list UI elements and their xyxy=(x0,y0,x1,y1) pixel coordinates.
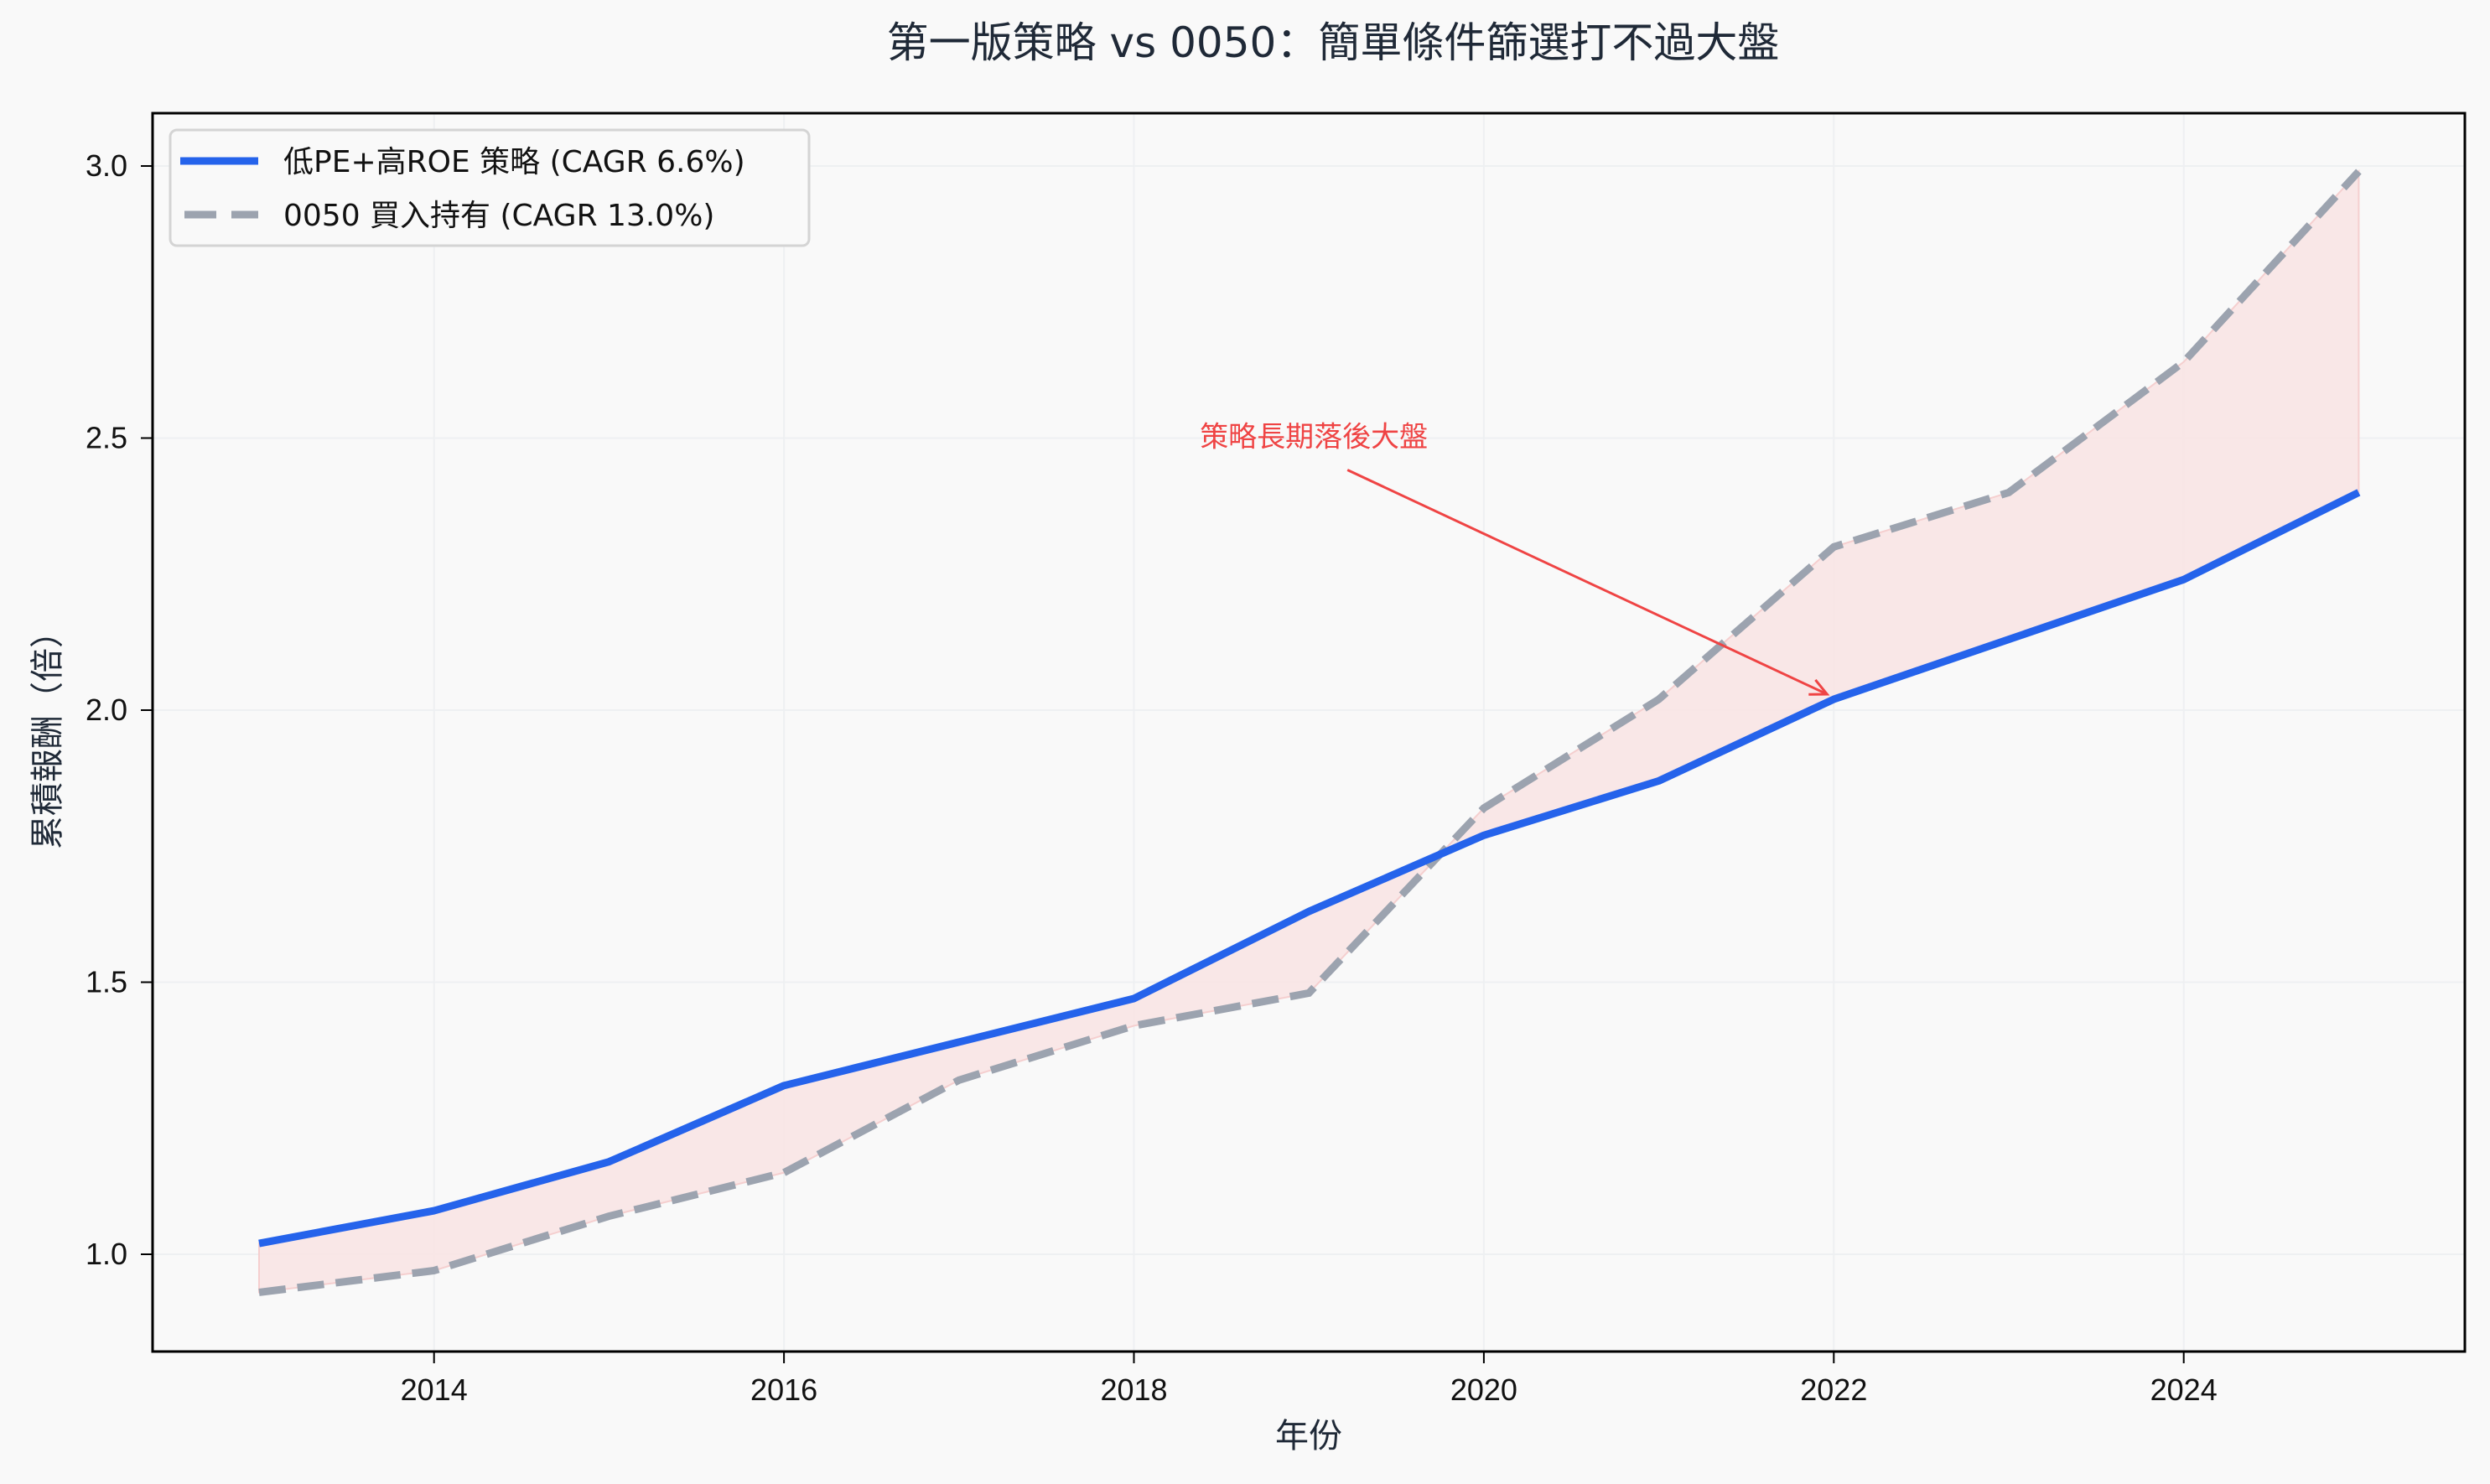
annotation: 策略長期落後大盤 xyxy=(1200,421,1830,696)
plot-area xyxy=(153,113,2465,1352)
x-tick-label: 2024 xyxy=(2150,1372,2218,1407)
legend-box xyxy=(169,128,811,247)
benchmark-0050-line xyxy=(258,169,2362,1296)
annotation-text: 策略長期落後大盤 xyxy=(1200,421,1428,454)
x-tick-label: 2018 xyxy=(1100,1372,1167,1407)
legend: 低PE+高ROE 策略 (CAGR 6.6%) 0050 買入持有 (CAGR … xyxy=(169,128,811,247)
x-axis: 2014 2016 2018 2020 2022 2024 xyxy=(401,1352,2218,1407)
legend-item-0050: 0050 買入持有 (CAGR 13.0%) xyxy=(283,199,714,233)
x-tick-label: 2022 xyxy=(1800,1372,1867,1407)
arrow-head-icon xyxy=(1808,679,1830,696)
y-tick-label: 1.5 xyxy=(86,965,127,999)
x-tick-label: 2016 xyxy=(750,1372,817,1407)
y-tick-label: 2.0 xyxy=(86,693,127,727)
x-tick-label: 2014 xyxy=(401,1372,468,1407)
legend-item-strategy: 低PE+高ROE 策略 (CAGR 6.6%) xyxy=(283,145,745,179)
annotation-arrow xyxy=(1346,469,1828,696)
x-axis-label: 年份 xyxy=(1275,1417,1342,1455)
strategy-line xyxy=(258,489,2361,1248)
x-tick-label: 2020 xyxy=(1450,1372,1517,1407)
chart-title: 第一版策略 vs 0050：簡單條件篩選打不過大盤 xyxy=(887,18,1780,67)
y-axis: 1.0 1.5 2.0 2.5 3.0 xyxy=(86,148,153,1271)
axes-frame xyxy=(151,112,2467,1353)
y-tick-label: 1.0 xyxy=(86,1237,127,1271)
y-tick-label: 3.0 xyxy=(86,148,127,183)
y-axis-label: 累積報酬（倍） xyxy=(29,615,67,849)
y-tick-label: 2.5 xyxy=(86,421,127,455)
